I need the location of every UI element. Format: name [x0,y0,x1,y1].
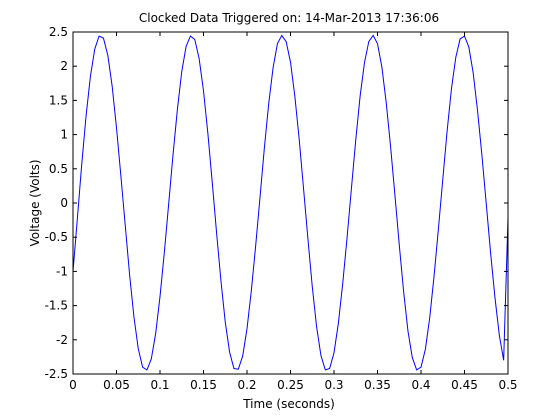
y-tick-label: -2 [56,333,68,347]
chart-title: Clocked Data Triggered on: 14-Mar-2013 1… [139,11,439,25]
y-tick-label: 2 [60,59,68,73]
x-tick-label: 0.35 [364,378,391,392]
x-axis-label: Time (seconds) [242,397,335,411]
y-tick-label: -1.5 [45,299,68,313]
series-line-0 [72,34,509,371]
x-tick-label: 0.5 [498,378,517,392]
y-tick-label: -0.5 [45,230,68,244]
y-tick-label: -1 [56,264,68,278]
y-tick-label: 1 [60,128,68,142]
plot-area [72,31,509,375]
y-axis: -2.5 -2 -1.5 -1 -0.5 0 0.5 1 1.5 2 2.5 [45,25,508,381]
y-tick-label: -2.5 [45,367,68,381]
x-tick-label: 0.45 [451,378,478,392]
y-tick-label: 0.5 [49,162,68,176]
y-tick-label: 1.5 [49,93,68,107]
x-tick-label: 0.1 [150,378,169,392]
x-tick-label: 0.05 [103,378,130,392]
y-axis-label: Voltage (Volts) [28,159,42,246]
x-tick-label: 0.25 [277,378,304,392]
y-tick-label: 2.5 [49,25,68,39]
x-tick-label: 0.2 [237,378,256,392]
plot-background [73,32,508,374]
x-tick-label: 0 [69,378,77,392]
x-tick-label: 0.15 [190,378,217,392]
x-tick-label: 0.3 [324,378,343,392]
x-axis: 0 0.05 0.1 0.15 0.2 0.25 0.3 0.35 0.4 0.45 0.5 [69,32,518,392]
x-tick-label: 0.4 [411,378,430,392]
y-tick-label: 0 [60,196,68,210]
